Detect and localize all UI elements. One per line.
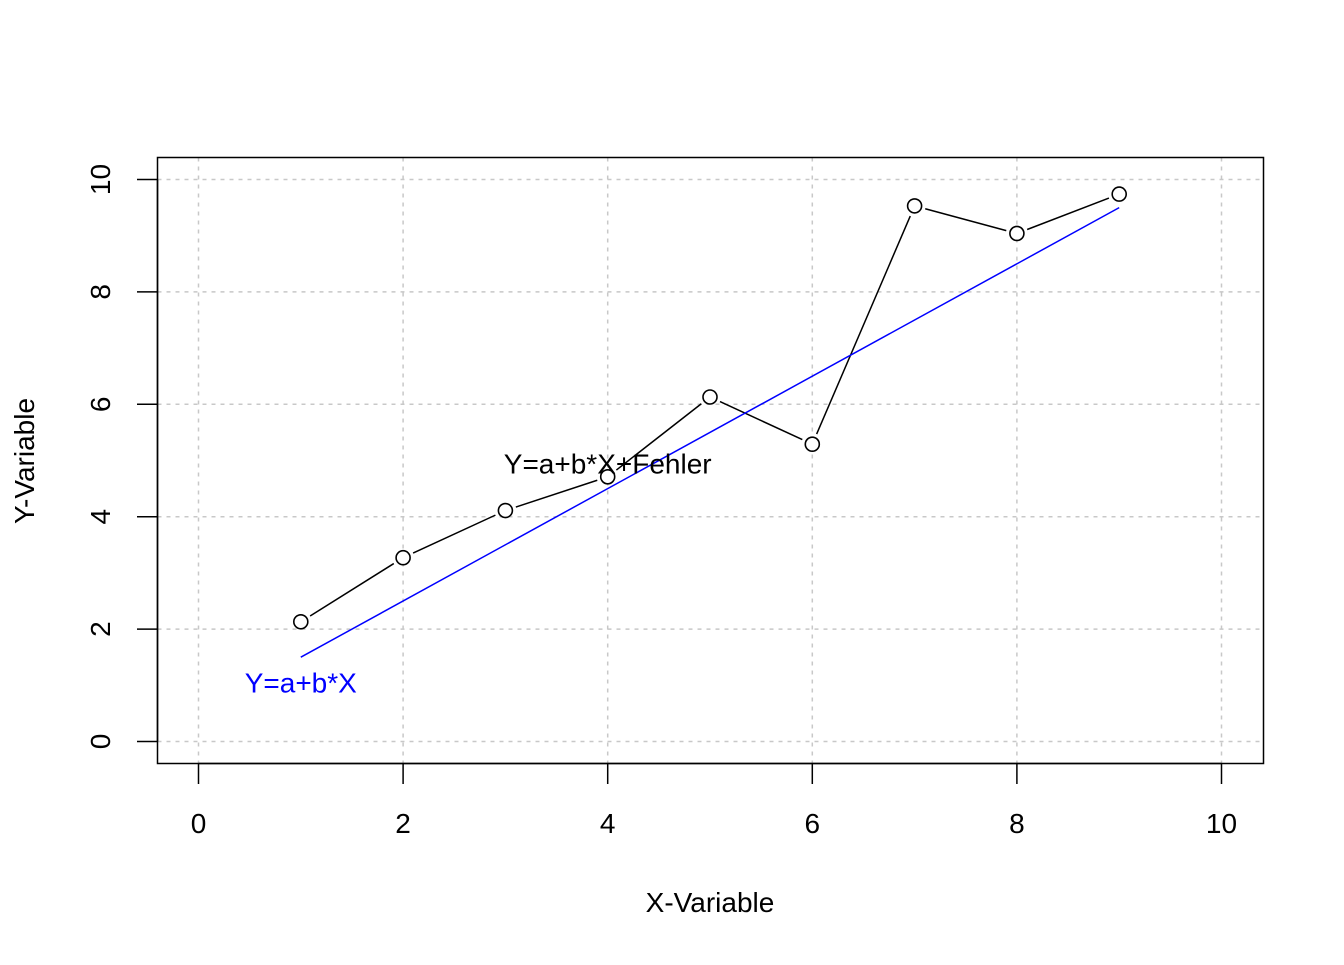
y-tick-label: 6: [85, 397, 116, 413]
series-0-point: [395, 549, 411, 566]
y-tick-label: 4: [85, 509, 116, 525]
series-0-point: [804, 436, 821, 453]
series-0-segment: [309, 562, 395, 617]
x-tick-label: 2: [395, 808, 411, 839]
series-0-point: [1111, 186, 1127, 202]
annotation-layer: Y=a+b*X+Fehler Y=a+b*X: [245, 449, 712, 699]
x-axis-title: X-Variable: [646, 887, 775, 918]
series-0-segment: [615, 403, 702, 471]
series-layer: [292, 186, 1127, 658]
series-0-segment: [412, 514, 496, 554]
annotation-label: Y=a+b*X+Fehler: [504, 449, 712, 480]
y-tick-label: 0: [85, 734, 116, 750]
y-tick-label: 10: [85, 164, 116, 195]
x-tick-label: 10: [1206, 808, 1237, 839]
series-0-segment: [515, 479, 598, 508]
y-tick-label: 2: [85, 621, 116, 637]
series-0-point: [497, 502, 514, 519]
x-tick-label: 0: [191, 808, 207, 839]
series-1-line: [300, 206, 1120, 658]
series-0-segment: [925, 208, 1007, 232]
x-tick-label: 6: [805, 808, 821, 839]
series-0-segment: [719, 400, 803, 441]
x-tick-label: 8: [1009, 808, 1025, 839]
annotation-label: Y=a+b*X: [245, 668, 357, 699]
series-0-point: [599, 468, 616, 485]
series-0-point: [1009, 225, 1025, 242]
axes-layer: 0 2 4 6 8 10 0 2 4 6 8 10: [85, 164, 1237, 839]
series-0-segment: [1026, 197, 1110, 231]
y-tick-label: 8: [85, 284, 116, 300]
series-0-segment: [815, 215, 911, 435]
x-tick-label: 4: [600, 808, 616, 839]
series-0-point: [906, 198, 923, 214]
series-0-point: [702, 389, 718, 405]
y-axis-title: Y-Variable: [9, 398, 40, 524]
series-0-point: [292, 613, 309, 630]
